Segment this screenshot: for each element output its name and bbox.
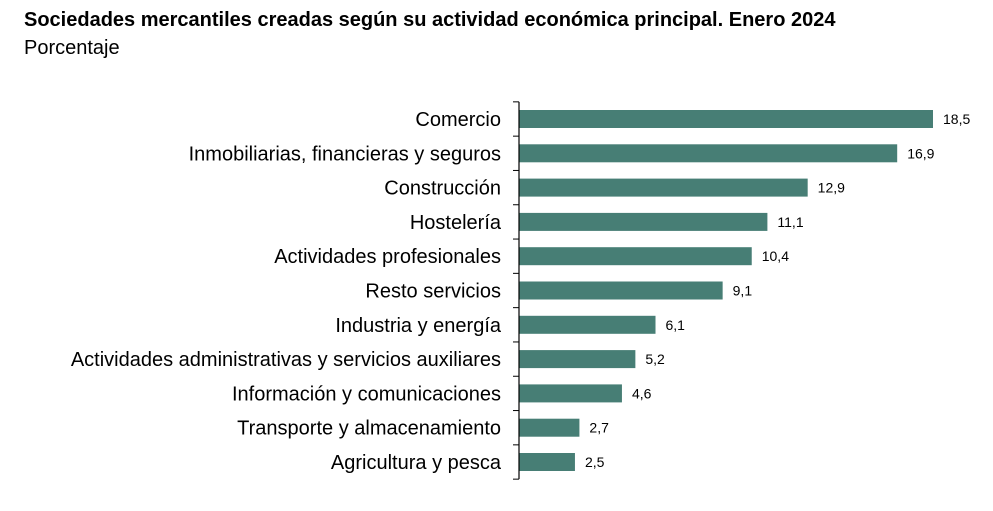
category-label: Resto servicios — [365, 281, 501, 303]
category-label: Información y comunicaciones — [232, 383, 501, 405]
bar — [519, 281, 723, 300]
value-label: 5,2 — [645, 351, 665, 367]
value-label: 6,1 — [666, 317, 686, 333]
bar — [519, 315, 656, 334]
value-label: 2,5 — [585, 454, 605, 470]
bar — [519, 212, 768, 231]
bar — [519, 247, 752, 266]
value-label: 4,6 — [632, 385, 652, 401]
category-label: Hostelería — [410, 212, 502, 234]
category-label: Inmobiliarias, financieras y seguros — [189, 143, 501, 165]
category-label: Comercio — [415, 109, 501, 131]
category-label: Transporte y almacenamiento — [237, 418, 501, 440]
bar — [519, 384, 622, 403]
value-label: 16,9 — [907, 145, 934, 161]
category-label: Agricultura y pesca — [331, 452, 502, 474]
category-label: Industria y energía — [335, 315, 502, 337]
value-label: 10,4 — [762, 248, 789, 264]
value-label: 12,9 — [818, 180, 845, 196]
category-label: Actividades profesionales — [274, 246, 501, 268]
bar — [519, 144, 898, 163]
value-label: 2,7 — [589, 420, 609, 436]
chart-title: Sociedades mercantiles creadas según su … — [24, 9, 836, 31]
value-label: 11,1 — [777, 214, 803, 230]
category-label: Construcción — [384, 178, 501, 200]
value-label: 9,1 — [733, 283, 753, 299]
bar — [519, 178, 808, 197]
bar — [519, 350, 636, 369]
category-label: Actividades administrativas y servicios … — [71, 349, 501, 371]
value-label: 18,5 — [943, 111, 970, 127]
bar — [519, 453, 575, 471]
bar — [519, 418, 580, 437]
bar — [519, 110, 933, 128]
chart-subtitle: Porcentaje — [24, 37, 120, 59]
